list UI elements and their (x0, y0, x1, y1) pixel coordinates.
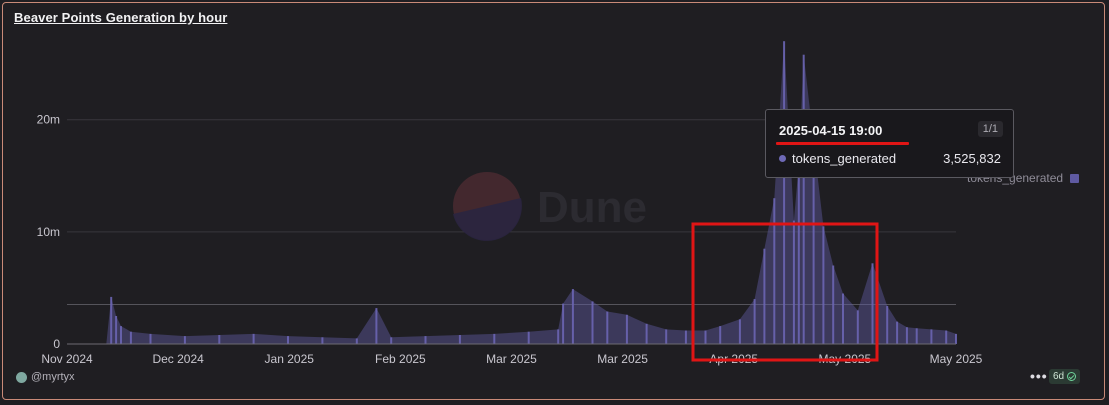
series-area (67, 41, 956, 344)
bar (355, 338, 358, 344)
x-tick-label: May 2025 (930, 352, 983, 366)
avatar-icon (16, 371, 27, 383)
check-icon (1067, 372, 1077, 381)
highlight-box (691, 222, 879, 362)
bar (129, 331, 132, 344)
bar (871, 263, 874, 344)
y-tick-label: 0 (53, 337, 60, 351)
bar (591, 301, 594, 344)
bar (930, 329, 933, 344)
bar (802, 54, 805, 344)
dune-logo-shade (453, 198, 522, 241)
bar (493, 333, 496, 344)
tooltip-page: 1/1 (977, 121, 1003, 137)
tooltip-series-name: tokens_generated (792, 151, 897, 166)
bar (562, 303, 565, 344)
series-dot-icon (779, 155, 786, 162)
bar (120, 326, 122, 344)
bar (945, 330, 948, 344)
bar (458, 335, 461, 344)
bar (218, 335, 221, 344)
watermark-text: Dune (537, 183, 647, 232)
bar (738, 319, 741, 344)
x-tick-label: Jan 2025 (265, 352, 315, 366)
age-badge[interactable]: 6d (1049, 369, 1081, 384)
tooltip-row: tokens_generated 3,525,832 (779, 151, 1001, 166)
y-tick-label: 10m (37, 225, 60, 239)
bar (704, 330, 707, 344)
bars-group (67, 41, 957, 345)
bar (424, 336, 427, 344)
x-tick-label: Mar 2025 (597, 352, 648, 366)
bar (797, 164, 800, 344)
tooltip: 2025-04-15 19:00 1/1 tokens_generated 3,… (765, 109, 1014, 178)
bar (915, 328, 918, 344)
chart-title[interactable]: Beaver Points Generation by hour (14, 10, 228, 25)
age-label: 6d (1053, 371, 1065, 382)
author[interactable]: @myrtyx (16, 371, 75, 383)
bar (287, 336, 289, 344)
bar (856, 310, 859, 344)
x-tick-label: Nov 2024 (41, 352, 93, 366)
bar (812, 142, 815, 344)
bar (375, 308, 378, 344)
bar (822, 226, 825, 345)
bar (719, 326, 722, 344)
bar (763, 248, 766, 344)
bar (321, 337, 324, 344)
bar (571, 289, 574, 344)
bar (783, 41, 786, 344)
bar (753, 299, 756, 344)
bar (527, 331, 530, 344)
bar (955, 333, 957, 344)
x-tick-label: Feb 2025 (375, 352, 426, 366)
bar (773, 198, 776, 344)
tooltip-value: 3,525,832 (943, 151, 1001, 166)
bar (832, 265, 835, 344)
bar (886, 305, 889, 344)
bar (896, 321, 899, 344)
bar (665, 329, 668, 344)
chart-panel (2, 2, 1105, 400)
more-options-button[interactable]: ••• (1030, 368, 1048, 384)
bar (183, 336, 186, 344)
x-tick-label: Mar 2025 (486, 352, 537, 366)
author-name: @myrtyx (31, 371, 75, 383)
bar (557, 329, 560, 344)
bar (842, 293, 844, 344)
dune-watermark: Dune (453, 172, 647, 241)
bar (149, 333, 152, 344)
bar (625, 314, 628, 344)
bar (792, 220, 795, 344)
y-tick-label: 20m (37, 113, 60, 127)
bar (110, 296, 113, 344)
bar (684, 330, 687, 344)
bar (252, 333, 255, 344)
tooltip-date-underline (776, 142, 909, 145)
tooltip-date: 2025-04-15 19:00 (779, 123, 883, 138)
x-tick-label: Dec 2024 (152, 352, 204, 366)
bar (645, 323, 648, 344)
legend-swatch (1070, 173, 1080, 183)
bar (905, 327, 908, 344)
bar (390, 337, 393, 344)
bar (606, 311, 609, 344)
bar (115, 316, 118, 344)
